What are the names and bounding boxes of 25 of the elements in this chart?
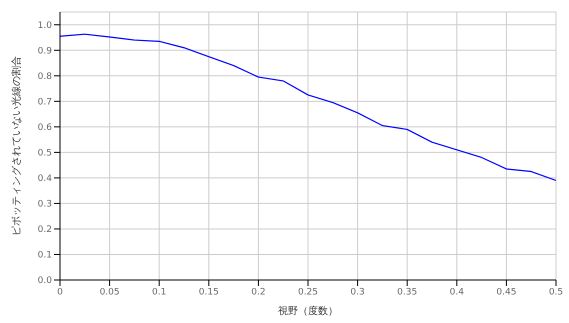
- x-axis-title: 視野（度数）: [278, 305, 338, 317]
- x-tick-label: 0.1: [152, 287, 166, 298]
- x-tick-label: 0.2: [251, 287, 266, 298]
- x-tick-label: 0.4: [450, 287, 464, 298]
- x-tick-label: 0.5: [548, 287, 564, 298]
- x-tick-label: 0.3: [350, 287, 365, 298]
- y-tick-label: 0.3: [38, 200, 52, 210]
- x-tick-label: 0.15: [198, 287, 219, 298]
- x-tick-label: 0.25: [298, 287, 318, 298]
- y-tick-label: 1.0: [38, 20, 52, 31]
- y-tick-label: 0.5: [38, 148, 52, 159]
- x-tick-label: 0.45: [496, 287, 516, 298]
- y-tick-label: 0.8: [38, 72, 52, 82]
- y-axis-title: ピボッティングされていない光線の割合: [10, 56, 23, 236]
- y-tick-label: 0.9: [38, 46, 52, 56]
- x-tick-label: 0.05: [100, 287, 120, 298]
- x-tick-label: 0: [57, 287, 64, 298]
- y-tick-label: 0.2: [38, 225, 52, 236]
- y-tick-label: 0.0: [38, 276, 52, 286]
- y-tick-label: 0.1: [38, 250, 52, 261]
- x-tick-label: 0.35: [397, 287, 418, 298]
- y-tick-label: 0.4: [38, 174, 52, 184]
- y-tick-label: 0.6: [38, 123, 52, 134]
- y-tick-label: 0.7: [38, 98, 52, 108]
- line-series: [60, 34, 556, 182]
